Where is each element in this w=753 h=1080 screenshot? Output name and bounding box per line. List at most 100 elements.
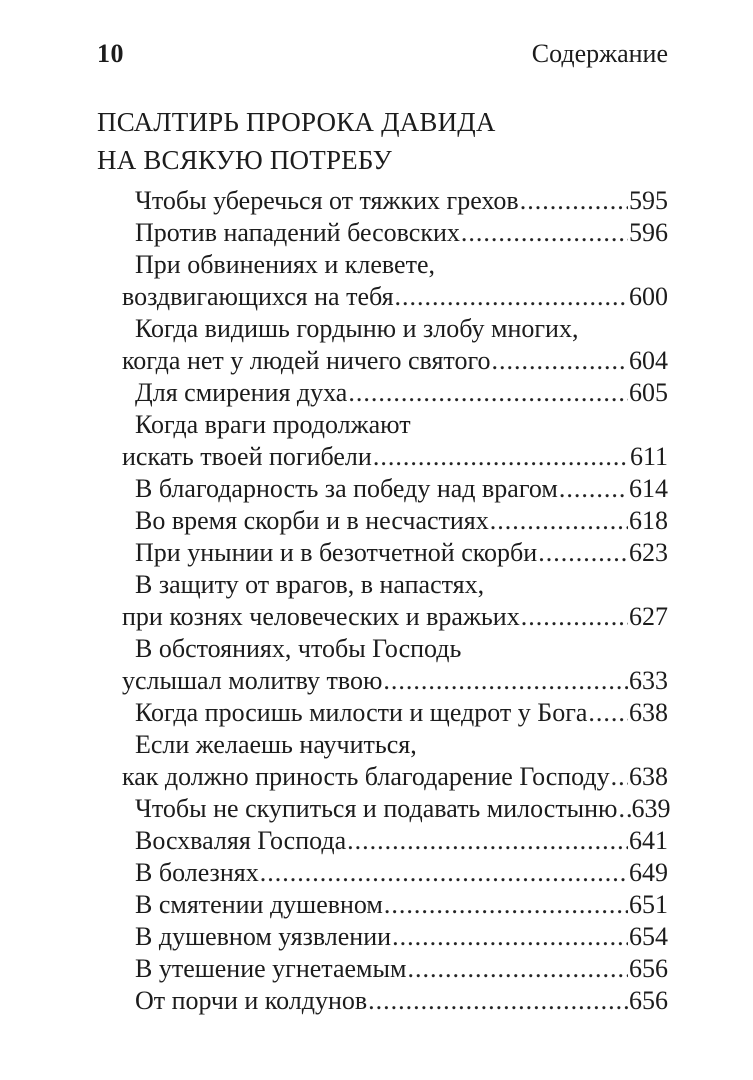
toc-entry-title: В душевном уязвлении (135, 922, 392, 951)
toc-entry-line: воздвигающихся на тебя 600 (97, 281, 668, 313)
toc-entry-line: как должно приность благодарение Господу… (97, 761, 668, 793)
toc-entry[interactable]: В защиту от врагов, в напастях, при козня… (97, 569, 668, 633)
toc-entry-line: Чтобы уберечься от тяжких грехов 595 (97, 185, 668, 217)
toc-entry-line: В обстояниях, чтобы Господь (135, 634, 462, 663)
toc-entry-line: искать твоей погибели 611 (97, 441, 668, 473)
dot-leader (490, 505, 628, 537)
toc-entry-page-number: 605 (629, 378, 668, 407)
toc-entry-title: В смятении душевном (135, 890, 383, 919)
toc-entry-title: Чтобы уберечься от тяжких грехов (135, 186, 519, 215)
dot-leader (373, 441, 629, 473)
toc-entry-line: когда нет у людей ничего святого 604 (97, 345, 668, 377)
toc-entry-page-number: 656 (629, 954, 668, 983)
toc-entry[interactable]: Для смирения духа 605 (97, 377, 668, 409)
dot-leader (395, 281, 628, 313)
toc-entry[interactable]: Против нападений бесовских 596 (97, 217, 668, 249)
toc-entry-line: При обвинениях и клевете, (135, 250, 435, 279)
toc-entry-page-number: 639 (631, 794, 671, 823)
toc-entry[interactable]: Когда просишь милости и щедрот у Бога 638 (97, 697, 668, 729)
toc-entry-line: Когда просишь милости и щедрот у Бога 638 (97, 697, 668, 729)
toc-entry[interactable]: В душевном уязвлении 654 (97, 921, 668, 953)
toc-entry-line: В смятении душевном 651 (97, 889, 668, 921)
toc-entry-title: Против нападений бесовских (135, 218, 460, 247)
running-title: Содержание (531, 39, 668, 68)
toc-list: Чтобы уберечься от тяжких грехов595Проти… (97, 185, 671, 1017)
toc-entry-line: Если желаешь научиться, (135, 730, 417, 759)
toc-entry-line: В благодарность за победу над врагом 614 (97, 473, 668, 505)
dot-leader (407, 953, 628, 985)
toc-entry-page-number: 638 (629, 698, 668, 727)
toc-entry-page-number: 596 (629, 218, 668, 247)
dot-leader (520, 185, 628, 217)
dot-leader (383, 665, 628, 697)
toc-entry-line: Когда враги продолжают (135, 410, 411, 439)
toc-entry-page-number: 604 (629, 346, 668, 375)
toc-entry-title: В благодарность за победу над врагом (135, 474, 558, 503)
toc-entry-page-number: 638 (629, 762, 668, 791)
toc-entry-page-number: 614 (629, 474, 668, 503)
toc-entry[interactable]: От порчи и колдунов 656 (97, 985, 668, 1017)
toc-entry-line: Чтобы не скупиться и подавать милостыню 6… (97, 793, 671, 825)
toc-entry-title: при кознях человеческих и вражьих (122, 602, 520, 631)
dot-leader (611, 761, 628, 793)
toc-entry[interactable]: Во время скорби и в несчастиях 618 (97, 505, 668, 537)
toc-entry-title: Во время скорби и в несчастиях (135, 506, 489, 535)
toc-entry-title: От порчи и колдунов (135, 986, 368, 1015)
page-number: 10 (97, 39, 124, 68)
toc-entry-page-number: 595 (629, 186, 668, 215)
toc-entry[interactable]: При обвинениях и клевете, воздвигающихся … (97, 249, 668, 313)
running-head: 10 Содержание (97, 38, 668, 70)
toc-entry-title: Для смирения духа (135, 378, 348, 407)
dot-leader (347, 825, 628, 857)
toc-entry[interactable]: Когда враги продолжают искать твоей погиб… (97, 409, 668, 473)
toc-entry-line: при кознях человеческих и вражьих 627 (97, 601, 668, 633)
toc-entry-page-number: 623 (629, 538, 668, 567)
toc-entry-page-number: 600 (629, 282, 668, 311)
toc-entry-line: В утешение угнетаемым 656 (97, 953, 668, 985)
dot-leader (491, 345, 628, 377)
toc-entry[interactable]: В обстояниях, чтобы Господь услышал молит… (97, 633, 668, 697)
toc-entry[interactable]: Если желаешь научиться, как должно принос… (97, 729, 668, 793)
toc-entry[interactable]: Когда видишь гордыню и злобу многих, когд… (97, 313, 668, 377)
toc-entry-title: Чтобы не скупиться и подавать милостыню (135, 794, 618, 823)
toc-entry-title: искать твоей погибели (122, 442, 372, 471)
section-title: ПСАЛТИРЬ ПРОРОКА ДАВИДА НА ВСЯКУЮ ПОТРЕБ… (97, 103, 668, 179)
toc-entry[interactable]: Чтобы уберечься от тяжких грехов 595 (97, 185, 668, 217)
toc-entry-title: В утешение угнетаемым (135, 954, 407, 983)
dot-leader (521, 601, 628, 633)
toc-entry[interactable]: Восхваляя Господа 641 (97, 825, 668, 857)
section-title-line-2: НА ВСЯКУЮ ПОТРЕБУ (97, 145, 392, 175)
toc-entry-page-number: 649 (629, 858, 668, 887)
toc-entry-title: как должно приность благодарение Господу (122, 762, 610, 791)
toc-entry-title: когда нет у людей ничего святого (122, 346, 491, 375)
toc-entry-page-number: 656 (629, 986, 668, 1015)
toc-entry-line: Против нападений бесовских 596 (97, 217, 668, 249)
toc-entry[interactable]: Чтобы не скупиться и подавать милостыню 6… (97, 793, 671, 825)
toc-entry-page-number: 633 (629, 666, 668, 695)
toc-entry-title: услышал молитву твою (122, 666, 383, 695)
toc-entry[interactable]: В благодарность за победу над врагом 614 (97, 473, 668, 505)
toc-entry[interactable]: В смятении душевном 651 (97, 889, 668, 921)
toc-entry-line: В защиту от врагов, в напастях, (135, 570, 485, 599)
dot-leader (348, 377, 628, 409)
toc-entry-title: Восхваляя Господа (135, 826, 347, 855)
dot-leader (619, 793, 631, 825)
toc-entry[interactable]: В болезнях 649 (97, 857, 668, 889)
toc-entry-page-number: 618 (629, 506, 668, 535)
toc-entry-page-number: 651 (629, 890, 668, 919)
toc-entry-title: Когда просишь милости и щедрот у Бога (135, 698, 588, 727)
toc-entry-line: Во время скорби и в несчастиях 618 (97, 505, 668, 537)
toc-entry-line: От порчи и колдунов 656 (97, 985, 668, 1017)
toc-entry[interactable]: В утешение угнетаемым 656 (97, 953, 668, 985)
dot-leader (384, 889, 628, 921)
dot-leader (461, 217, 628, 249)
toc-entry-line: В болезнях 649 (97, 857, 668, 889)
dot-leader (538, 537, 628, 569)
toc-entry-page-number: 611 (629, 442, 668, 471)
dot-leader (559, 473, 628, 505)
toc-entry-line: Восхваляя Господа 641 (97, 825, 668, 857)
toc-entry-title: В болезнях (135, 858, 259, 887)
toc-entry[interactable]: При унынии и в безотчетной скорби 623 (97, 537, 668, 569)
dot-leader (260, 857, 628, 889)
toc-entry-line: В душевном уязвлении 654 (97, 921, 668, 953)
